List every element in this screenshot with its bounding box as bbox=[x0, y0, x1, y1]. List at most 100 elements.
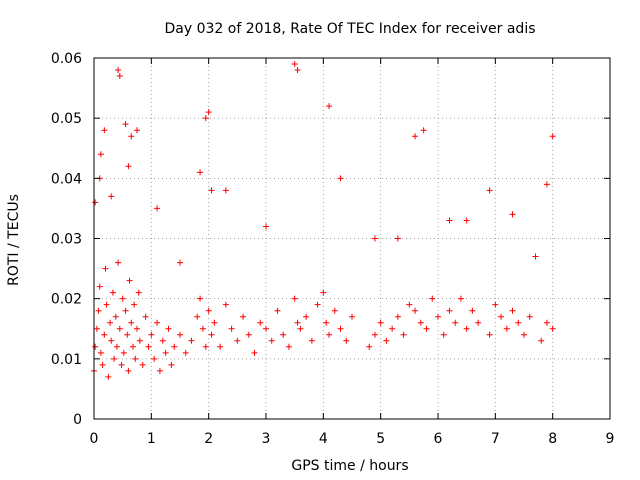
y-axis-label: ROTI / TECUs bbox=[6, 194, 22, 286]
data-point bbox=[101, 331, 108, 338]
data-point bbox=[113, 343, 120, 350]
data-point bbox=[549, 133, 556, 140]
data-point bbox=[188, 337, 195, 344]
data-point bbox=[177, 259, 183, 266]
x-tick-label: 8 bbox=[548, 431, 557, 447]
data-point bbox=[475, 319, 482, 326]
data-point bbox=[515, 319, 522, 326]
data-point bbox=[134, 325, 140, 332]
data-point bbox=[162, 349, 169, 356]
y-axis-tick-labels: 0 0.01 0.02 0.03 0.04 0.05 0.06 bbox=[51, 51, 82, 428]
x-tick-label: 0 bbox=[90, 431, 99, 447]
data-point bbox=[107, 319, 114, 326]
data-point bbox=[532, 253, 539, 260]
chart-title: Day 032 of 2018, Rate Of TEC Index for r… bbox=[164, 21, 535, 37]
data-point bbox=[320, 289, 327, 296]
data-point bbox=[120, 349, 127, 356]
data-point bbox=[202, 343, 209, 350]
data-point bbox=[108, 193, 115, 200]
data-point bbox=[119, 295, 126, 302]
x-tick-label: 7 bbox=[491, 431, 500, 447]
data-point bbox=[148, 331, 155, 338]
data-point bbox=[349, 313, 355, 320]
data-point bbox=[469, 307, 476, 314]
y-tick-label: 0.06 bbox=[51, 51, 82, 67]
data-point bbox=[326, 331, 333, 338]
data-point bbox=[268, 337, 275, 344]
data-point bbox=[377, 319, 384, 326]
y-tick-label: 0.01 bbox=[51, 352, 82, 368]
data-point bbox=[394, 313, 401, 320]
data-point bbox=[93, 325, 100, 332]
data-point bbox=[194, 313, 201, 320]
data-point bbox=[263, 325, 269, 332]
data-point bbox=[159, 337, 166, 344]
y-tick-label: 0 bbox=[73, 412, 82, 428]
data-points bbox=[91, 61, 556, 380]
data-point bbox=[154, 205, 161, 212]
y-tick-label: 0.04 bbox=[51, 171, 82, 187]
x-axis-label: GPS time / hours bbox=[291, 458, 408, 474]
data-point bbox=[457, 295, 464, 302]
x-tick-label: 2 bbox=[204, 431, 213, 447]
data-point bbox=[429, 295, 436, 302]
data-point bbox=[297, 325, 304, 332]
data-point bbox=[245, 331, 252, 338]
data-point bbox=[124, 331, 131, 338]
y-tick-label: 0.05 bbox=[51, 111, 82, 127]
data-point bbox=[199, 325, 206, 332]
data-point bbox=[142, 313, 149, 320]
data-point bbox=[208, 331, 215, 338]
data-point bbox=[383, 337, 390, 344]
data-point bbox=[285, 343, 292, 350]
data-point bbox=[294, 319, 301, 326]
data-point bbox=[125, 163, 132, 170]
data-point bbox=[102, 265, 109, 272]
data-point bbox=[412, 133, 419, 140]
data-point bbox=[526, 313, 533, 320]
data-point bbox=[128, 319, 135, 326]
x-tick-label: 4 bbox=[319, 431, 328, 447]
data-point bbox=[228, 325, 235, 332]
data-point bbox=[145, 343, 152, 350]
data-point bbox=[116, 325, 123, 332]
data-point bbox=[116, 73, 123, 80]
data-point bbox=[131, 301, 138, 308]
y-tick-label: 0.02 bbox=[51, 292, 82, 308]
data-point bbox=[423, 325, 430, 332]
data-point bbox=[211, 319, 218, 326]
data-point bbox=[197, 169, 204, 176]
data-point bbox=[366, 343, 373, 350]
data-point bbox=[452, 319, 459, 326]
data-point bbox=[99, 361, 106, 368]
data-point bbox=[108, 337, 115, 344]
data-point bbox=[217, 343, 224, 350]
data-point bbox=[509, 307, 516, 314]
data-point bbox=[498, 313, 505, 320]
x-axis-tick-labels: 0 1 2 3 4 5 6 7 8 9 bbox=[90, 431, 615, 447]
data-point bbox=[486, 331, 493, 338]
data-point bbox=[543, 181, 550, 188]
data-point bbox=[151, 355, 158, 362]
data-point bbox=[92, 343, 99, 350]
data-point bbox=[291, 295, 298, 302]
data-point bbox=[177, 331, 183, 338]
data-point bbox=[135, 289, 142, 296]
data-point bbox=[115, 259, 122, 266]
data-point bbox=[337, 325, 344, 332]
data-point bbox=[492, 301, 499, 308]
data-point bbox=[280, 331, 287, 338]
data-point bbox=[139, 361, 146, 368]
data-point bbox=[435, 313, 441, 320]
data-point bbox=[406, 301, 413, 308]
data-point bbox=[118, 361, 125, 368]
data-point bbox=[136, 337, 143, 344]
y-tick-label: 0.03 bbox=[51, 232, 82, 248]
data-point bbox=[412, 307, 419, 314]
data-point bbox=[128, 133, 135, 140]
data-point bbox=[95, 307, 102, 314]
data-point bbox=[463, 217, 470, 224]
data-point bbox=[126, 277, 133, 284]
